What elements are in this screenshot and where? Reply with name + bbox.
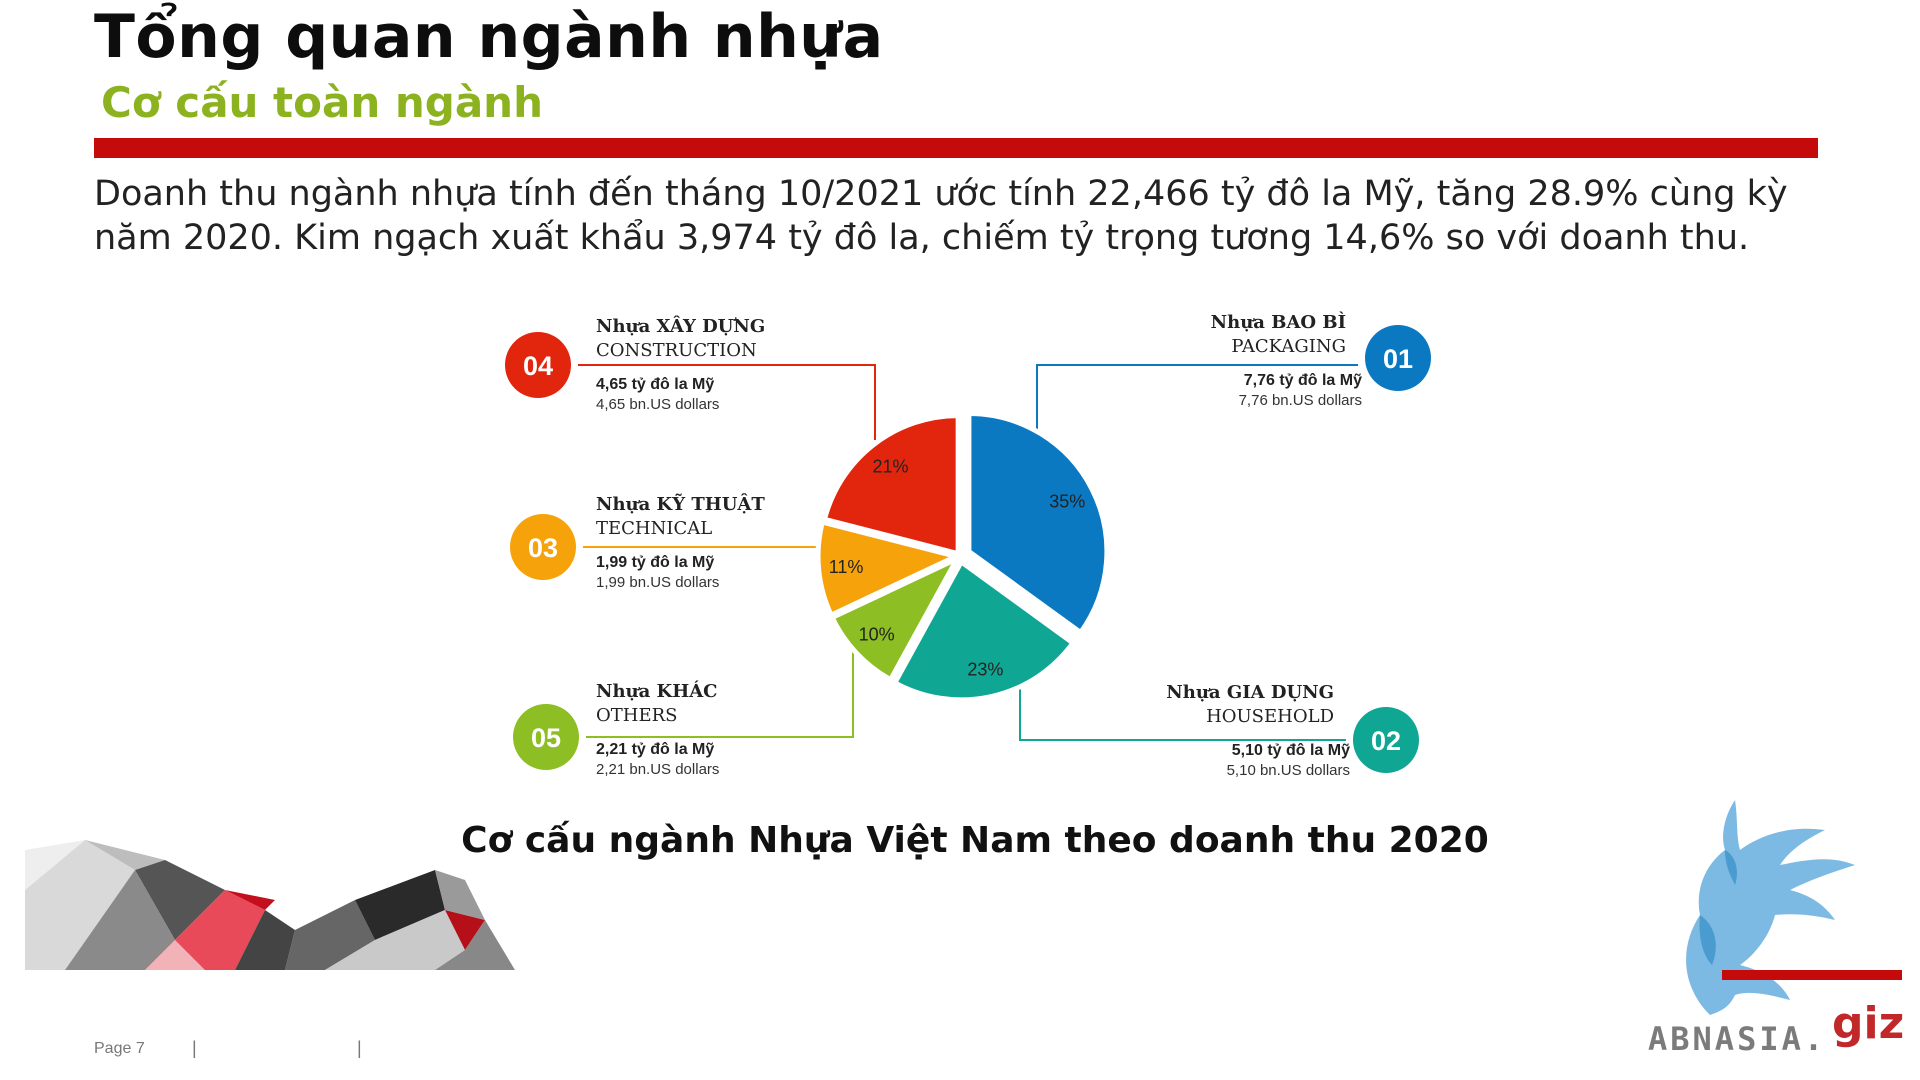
page-title: Tổng quan ngành nhựa — [94, 2, 884, 72]
logo-red-line — [1722, 970, 1902, 980]
pie-slice-05 — [828, 553, 963, 684]
slice-name-vi-05: Nhựa KHÁC — [596, 679, 718, 702]
page-number: Page 7 — [94, 1040, 145, 1057]
pie-slice-04 — [821, 413, 961, 557]
slice-value-vi-01: 7,76 tỷ đô la Mỹ — [1244, 372, 1362, 389]
slice-value-en-04: 4,65 bn.US dollars — [596, 396, 719, 413]
callout-labels: 01 Nhựa BAO BÌ PACKAGING 7,76 tỷ đô la Mỹ 7,… — [505, 310, 1431, 779]
griffin-logo-icon — [1686, 800, 1855, 1015]
badge-03 — [510, 514, 576, 580]
pie-slices — [815, 410, 1110, 703]
pie-percent-label-03: 11% — [829, 557, 864, 577]
badge-number-02: 02 — [1371, 726, 1401, 756]
slice-name-vi-03: Nhựa KỸ THUẬT — [596, 492, 765, 515]
slice-name-vi-02: Nhựa GIA DỤNG — [1166, 682, 1334, 703]
slice-name-en-04: CONSTRUCTION — [596, 340, 757, 361]
slice-value-vi-03: 1,99 tỷ đô la Mỹ — [596, 554, 714, 571]
badge-number-01: 01 — [1383, 344, 1413, 374]
slice-name-vi-04: Nhựa XÂY DỰNG — [596, 314, 765, 337]
badge-number-03: 03 — [528, 533, 558, 563]
slice-name-en-05: OTHERS — [596, 705, 677, 726]
connector-line-04 — [578, 364, 876, 440]
slice-value-en-03: 1,99 bn.US dollars — [596, 574, 719, 591]
connector-line-02 — [1019, 682, 1346, 741]
badge-number-05: 05 — [531, 723, 561, 753]
logo-accent: giz — [1832, 998, 1905, 1049]
decorative-polygons — [25, 840, 515, 970]
pie-percent-label-05: 10% — [859, 624, 895, 644]
pie-slice-03 — [815, 519, 964, 619]
badge-01 — [1365, 325, 1431, 391]
slice-name-vi-01: Nhựa BAO BÌ — [1211, 310, 1346, 333]
footer-separator: | — [357, 1038, 362, 1058]
pie-percent-label-02: 23% — [967, 660, 1003, 680]
badge-02 — [1353, 707, 1419, 773]
slice-name-en-03: TECHNICAL — [596, 518, 712, 539]
badge-05 — [513, 704, 579, 770]
logo-text: ABNASIA. — [1648, 1020, 1827, 1058]
chart-caption: Cơ cấu ngành Nhựa Việt Nam theo doanh th… — [461, 820, 1489, 861]
pie-slice-02 — [891, 558, 1077, 703]
badge-04 — [505, 332, 571, 398]
footer-separator: | — [192, 1038, 197, 1058]
connector-line-05 — [586, 645, 854, 738]
slice-name-en-01: PACKAGING — [1231, 336, 1346, 357]
pie-percent-label-01: 35% — [1049, 491, 1085, 511]
pie-chart: 35% 23% 10% 11% 21% 01 Nhựa BAO BÌ PACKAGING 7,… — [505, 310, 1431, 779]
slice-value-vi-04: 4,65 tỷ đô la Mỹ — [596, 376, 714, 393]
page-subtitle: Cơ cấu toàn ngành — [101, 78, 543, 127]
intro-paragraph: Doanh thu ngành nhựa tính đến tháng 10/2… — [94, 174, 1788, 258]
pie-percent-label-04: 21% — [872, 456, 908, 476]
slice-name-en-02: HOUSEHOLD — [1206, 706, 1334, 727]
badge-number-04: 04 — [523, 351, 553, 381]
slice-value-vi-02: 5,10 tỷ đô la Mỹ — [1232, 742, 1350, 759]
pie-slice-01 — [966, 410, 1110, 637]
slice-value-vi-05: 2,21 tỷ đô la Mỹ — [596, 741, 714, 758]
slice-value-en-05: 2,21 bn.US dollars — [596, 761, 719, 778]
slice-value-en-02: 5,10 bn.US dollars — [1227, 762, 1350, 779]
slice-value-en-01: 7,76 bn.US dollars — [1239, 392, 1362, 409]
connector-line-01 — [1036, 364, 1358, 430]
title-divider — [94, 138, 1818, 158]
pie-percent-labels: 35% 23% 10% 11% 21% — [829, 456, 1086, 679]
connector-lines — [578, 364, 1358, 741]
